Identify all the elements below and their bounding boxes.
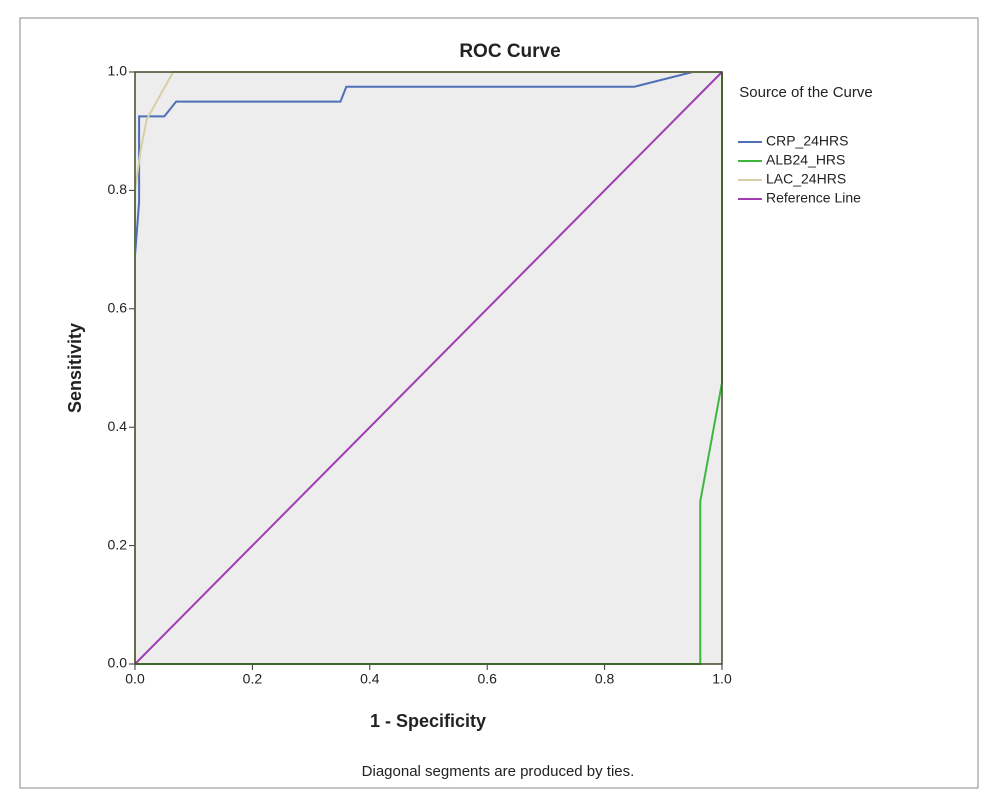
x-tick-label: 0.4 [360,671,380,687]
frame [19,17,979,789]
legend-label: LAC_24HRS [766,171,846,187]
legend-label: ALB24_HRS [766,152,845,168]
y-tick-label: 0.4 [108,418,128,434]
footnote: Diagonal segments are produced by ties. [362,763,635,780]
x-tick-label: 0.2 [243,671,263,687]
x-tick-label: 0.6 [477,671,497,687]
x-tick-label: 0.8 [595,671,615,687]
y-tick-label: 0.6 [108,300,128,316]
x-tick-label: 1.0 [712,671,732,687]
legend-label: CRP_24HRS [766,133,848,149]
chart-title: ROC Curve [459,41,560,62]
y-tick-label: 0.2 [108,536,128,552]
y-tick-label: 1.0 [108,63,128,79]
roc-line [134,71,723,665]
legend-title: Source of the Curve [739,84,873,101]
x-axis-label: 1 - Specificity [370,711,486,731]
y-tick-label: 0.8 [108,181,128,197]
roc-line [134,71,722,664]
plot-border [134,71,723,665]
legend-label: Reference Line [766,190,861,206]
x-tick-label: 0.0 [125,671,145,687]
y-axis-label: Sensitivity [65,323,85,413]
y-tick-label: 0.0 [108,655,128,671]
